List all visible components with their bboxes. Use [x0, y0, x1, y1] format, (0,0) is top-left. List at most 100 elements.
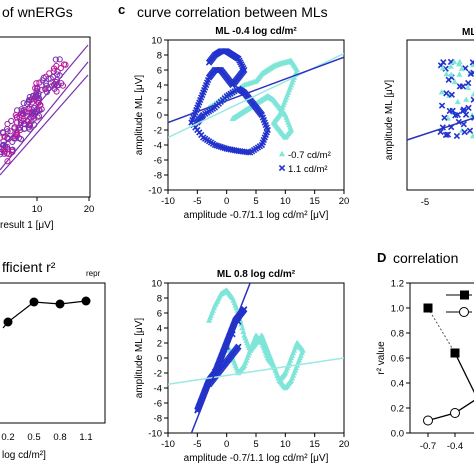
panel-b2-point-0.2: [3, 317, 13, 327]
series-square-dashed: [427, 307, 456, 354]
data-point: [445, 76, 452, 84]
data-point: [470, 91, 474, 97]
legend-marker-1.1: [278, 164, 286, 172]
data-point: [470, 69, 474, 76]
y-tick-label: -6: [154, 399, 162, 410]
data-point: [241, 306, 248, 313]
data-point: [443, 90, 450, 97]
square-point: [423, 303, 433, 313]
y-tick-label: -4: [154, 384, 162, 395]
data-point: [459, 83, 467, 90]
panel-d-letter: D: [377, 250, 386, 265]
panel-c-right-scatter: [406, 58, 474, 141]
data-point: [59, 82, 67, 89]
data-point: [465, 104, 472, 112]
data-point: [453, 132, 461, 140]
panel-b-xtick-label-20: 20: [84, 204, 95, 215]
panel-b-partial: of wnERGs 10 20 result 1 [μV]: [0, 4, 94, 231]
data-point: [440, 59, 447, 66]
data-point: [235, 318, 242, 325]
fit-line: [190, 283, 251, 433]
y-axis-label: amplitude ML [μV]: [134, 318, 145, 399]
data-point: [438, 102, 446, 109]
panel-b2-frame: [0, 282, 106, 424]
panel-b-fit-line-3: [0, 74, 89, 176]
data-point: [446, 107, 453, 115]
y-tick-label: 10: [151, 279, 162, 290]
panel-b-frame: [0, 36, 91, 198]
data-point: [444, 131, 452, 138]
panel-b-xtick-label-10: 10: [32, 204, 43, 215]
y-tick-label: 4: [157, 81, 162, 92]
data-point: [1, 150, 8, 157]
y-tick-label: 0.2: [391, 404, 404, 415]
y-tick-label: 10: [151, 36, 162, 47]
data-point: [447, 63, 454, 69]
x-tick-label: 5: [253, 196, 258, 207]
y-tick-label: -2: [154, 369, 162, 380]
panel-b2-xtick-0.2: 0.2: [1, 432, 14, 443]
data-point: [441, 114, 448, 121]
x-tick-label: 0: [224, 439, 229, 450]
data-point: [469, 59, 474, 66]
data-point: [32, 110, 39, 117]
series-circle-line: [427, 399, 474, 422]
x-tick-label: 10: [280, 196, 291, 207]
data-point: [27, 114, 34, 121]
panel-b2-point-0.5: [29, 297, 39, 307]
data-point: [471, 114, 474, 121]
y-tick-label: 1.2: [391, 279, 404, 290]
data-point: [458, 65, 465, 72]
panel-b2-title-sub: repr: [86, 269, 101, 278]
data-point: [12, 135, 19, 142]
y-tick-label: 0.6: [391, 354, 404, 365]
plot-frame: [409, 282, 474, 434]
panel-c-heading: curve correlation between MLs: [137, 4, 328, 20]
panel-c-right-frame: [406, 39, 474, 191]
circle-point: [450, 408, 460, 418]
data-point: [465, 79, 472, 87]
panel-d-chart: 0.00.20.40.60.81.01.2r² value-0.7-0.4-0.: [376, 279, 474, 452]
y-axis-label: amplitude ML [μV]: [134, 75, 145, 156]
data-point: [463, 96, 470, 102]
series-square-line: [454, 352, 474, 394]
data-point: [35, 96, 42, 103]
panel-d-heading: correlation: [393, 250, 458, 266]
data-point: [0, 129, 6, 136]
y-tick-label: -4: [154, 141, 162, 152]
square-point: [450, 348, 460, 358]
chart-ml-0.8: ML 0.8 log cd/m²-10 -5 0 5 10 15 20-10-8-6-4-2…: [134, 269, 349, 464]
x-axis-label: amplitude -0.7/1.1 log cd/m² [μV]: [184, 453, 329, 464]
data-point: [235, 343, 242, 350]
x-tick-label: 15: [309, 196, 320, 207]
data-point: [438, 89, 445, 95]
data-point: [229, 115, 236, 121]
panel-b2-series-line: [2, 300, 87, 329]
data-point: [16, 113, 23, 120]
legend-marker-circle: [459, 307, 469, 317]
series-1.1: [188, 48, 271, 156]
chart-ml-minus-0.4: ML -0.4 log cd/m²-10 -5 0 5 10 15 20-10-8-6-4-…: [134, 26, 349, 221]
data-point: [35, 92, 42, 99]
data-point: [13, 132, 20, 139]
data-point: [459, 107, 467, 115]
data-point: [451, 78, 458, 85]
x-tick-label: -10: [161, 439, 175, 450]
data-point: [57, 64, 64, 72]
y-tick-label: 0: [157, 111, 162, 122]
data-point: [18, 108, 25, 115]
y-tick-label: -2: [154, 126, 162, 137]
x-tick-label: -0.4: [447, 441, 463, 452]
chart-title: ML -0.4 log cd/m²: [215, 26, 297, 37]
series-minus-0.7: [206, 287, 306, 391]
panel-b2-point-0.8: [55, 299, 65, 309]
data-point: [26, 93, 33, 101]
data-point: [454, 98, 461, 105]
panel-b2-xtick-0.8: 0.8: [53, 432, 66, 443]
y-tick-label: 2: [157, 96, 162, 107]
legend-marker-minus-0.7: [279, 150, 285, 157]
data-point: [26, 121, 33, 129]
x-tick-label: 0: [224, 196, 229, 207]
data-point: [456, 60, 463, 67]
